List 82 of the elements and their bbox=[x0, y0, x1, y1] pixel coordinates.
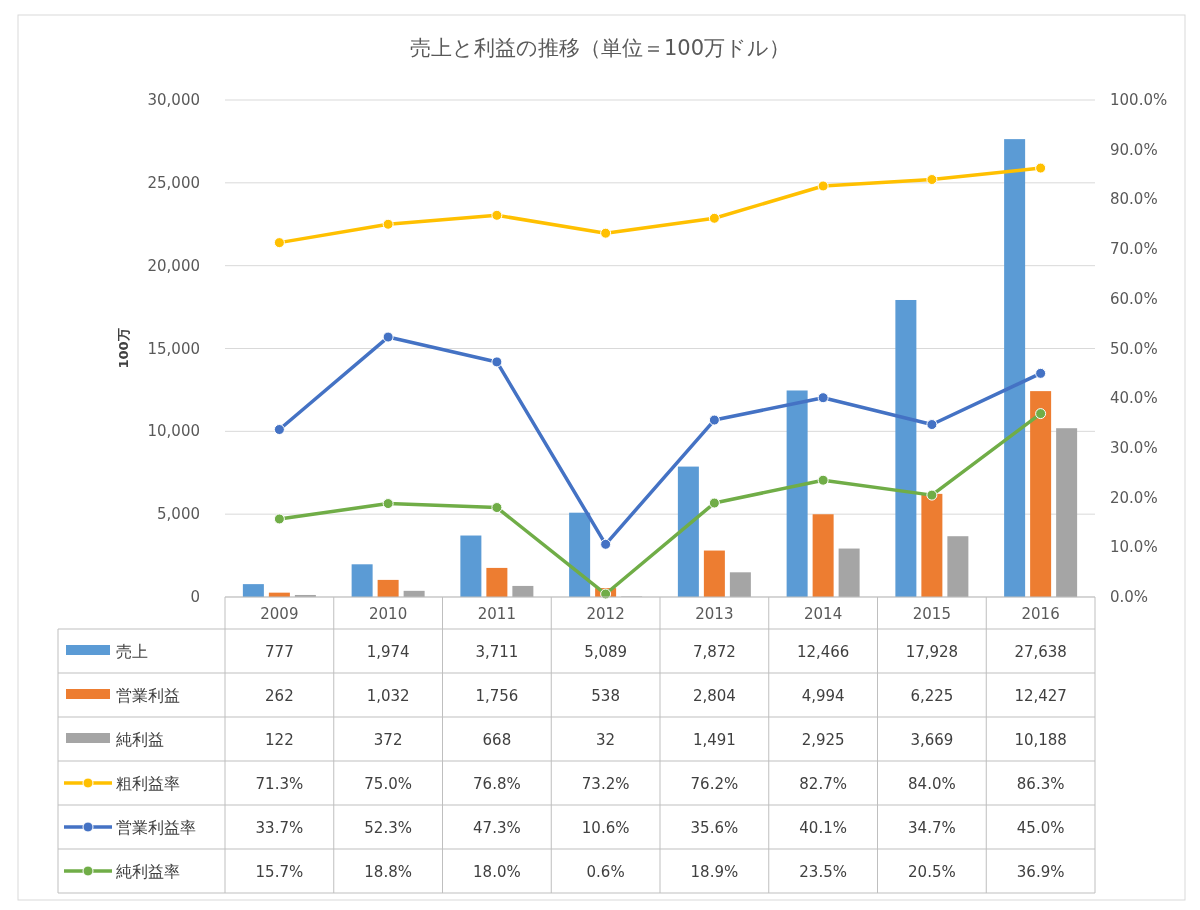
data-label: 76.2% bbox=[690, 775, 739, 793]
y-tick-label: 10,000 bbox=[147, 422, 200, 441]
data-label: 23.5% bbox=[799, 863, 847, 881]
y-axis-title: 100万 bbox=[116, 328, 131, 369]
legend-label: 売上 bbox=[116, 642, 148, 661]
y-tick-label: 15,000 bbox=[147, 339, 200, 358]
y2-tick-label: 100.0% bbox=[1110, 91, 1168, 109]
data-label: 5,089 bbox=[584, 643, 628, 661]
legend-label: 純利益 bbox=[116, 730, 164, 749]
x-tick-label: 2010 bbox=[369, 605, 408, 623]
data-label: 12,427 bbox=[1014, 687, 1067, 705]
data-label: 1,491 bbox=[692, 731, 736, 749]
data-label: 372 bbox=[373, 731, 403, 749]
data-label: 40.1% bbox=[799, 819, 847, 837]
data-label: 3,711 bbox=[475, 643, 519, 661]
data-label: 262 bbox=[265, 687, 294, 705]
y2-tick-label: 80.0% bbox=[1110, 190, 1158, 209]
data-label: 0.6% bbox=[586, 863, 625, 881]
data-label: 20.5% bbox=[908, 863, 956, 881]
legend-label: 粗利益率 bbox=[116, 774, 180, 793]
data-label: 84.0% bbox=[908, 775, 956, 793]
data-label: 538 bbox=[591, 687, 620, 705]
y-tick-label: 0 bbox=[190, 588, 200, 606]
data-label: 86.3% bbox=[1016, 775, 1065, 793]
legend-label: 営業利益率 bbox=[116, 818, 196, 837]
y2-tick-label: 10.0% bbox=[1110, 538, 1158, 557]
data-label: 35.6% bbox=[690, 819, 739, 837]
data-label: 6,225 bbox=[910, 687, 954, 705]
legend-label: 純利益率 bbox=[116, 862, 180, 881]
data-label: 10,188 bbox=[1014, 731, 1067, 749]
data-label: 7,872 bbox=[692, 643, 736, 661]
y2-tick-label: 50.0% bbox=[1110, 339, 1158, 358]
data-label: 71.3% bbox=[255, 775, 304, 793]
y2-tick-label: 40.0% bbox=[1110, 389, 1158, 408]
x-tick-label: 2009 bbox=[260, 605, 299, 623]
data-label: 33.7% bbox=[255, 819, 304, 837]
x-tick-label: 2012 bbox=[586, 605, 625, 623]
y2-tick-label: 0.0% bbox=[1110, 588, 1149, 606]
data-label: 777 bbox=[265, 643, 294, 661]
data-label: 18.9% bbox=[690, 863, 739, 881]
y-tick-label: 25,000 bbox=[147, 173, 200, 192]
data-label: 668 bbox=[482, 731, 512, 749]
data-label: 2,804 bbox=[692, 687, 736, 705]
y-tick-label: 20,000 bbox=[147, 256, 200, 275]
data-label: 15.7% bbox=[255, 863, 304, 881]
data-label: 1,032 bbox=[366, 687, 410, 705]
y2-tick-label: 20.0% bbox=[1110, 488, 1158, 507]
data-label: 4,994 bbox=[801, 687, 845, 705]
data-label: 17,928 bbox=[905, 643, 959, 661]
data-label: 122 bbox=[265, 731, 294, 749]
data-label: 1,756 bbox=[475, 687, 519, 705]
data-label: 47.3% bbox=[473, 819, 521, 837]
data-label: 27,638 bbox=[1014, 643, 1067, 661]
y2-tick-label: 90.0% bbox=[1110, 140, 1158, 159]
data-label: 76.8% bbox=[473, 775, 521, 793]
chart-title: 売上と利益の推移（単位＝100万ドル） bbox=[409, 36, 791, 60]
data-label: 36.9% bbox=[1016, 863, 1065, 881]
data-label: 1,974 bbox=[366, 643, 410, 661]
data-label: 3,669 bbox=[910, 731, 954, 749]
data-label: 18.0% bbox=[473, 863, 521, 881]
x-tick-label: 2014 bbox=[804, 605, 843, 623]
data-label: 45.0% bbox=[1016, 819, 1065, 837]
data-label: 32 bbox=[596, 731, 616, 749]
data-label: 2,925 bbox=[801, 731, 845, 749]
data-label: 10.6% bbox=[581, 819, 630, 837]
y-tick-label: 5,000 bbox=[157, 505, 200, 524]
data-label: 34.7% bbox=[908, 819, 956, 837]
data-label: 12,466 bbox=[796, 643, 850, 661]
data-label: 73.2% bbox=[581, 775, 630, 793]
y2-tick-label: 70.0% bbox=[1110, 240, 1158, 259]
data-label: 18.8% bbox=[364, 863, 412, 881]
y2-tick-label: 60.0% bbox=[1110, 289, 1158, 308]
x-tick-label: 2015 bbox=[912, 605, 951, 623]
data-label: 82.7% bbox=[799, 775, 847, 793]
data-label: 75.0% bbox=[364, 775, 412, 793]
y-tick-label: 30,000 bbox=[147, 91, 200, 109]
x-tick-label: 2013 bbox=[695, 605, 734, 623]
x-tick-label: 2011 bbox=[477, 605, 516, 623]
legend-label: 営業利益 bbox=[116, 686, 180, 705]
y2-tick-label: 30.0% bbox=[1110, 438, 1158, 457]
data-label: 52.3% bbox=[364, 819, 412, 837]
x-tick-label: 2016 bbox=[1021, 605, 1060, 623]
